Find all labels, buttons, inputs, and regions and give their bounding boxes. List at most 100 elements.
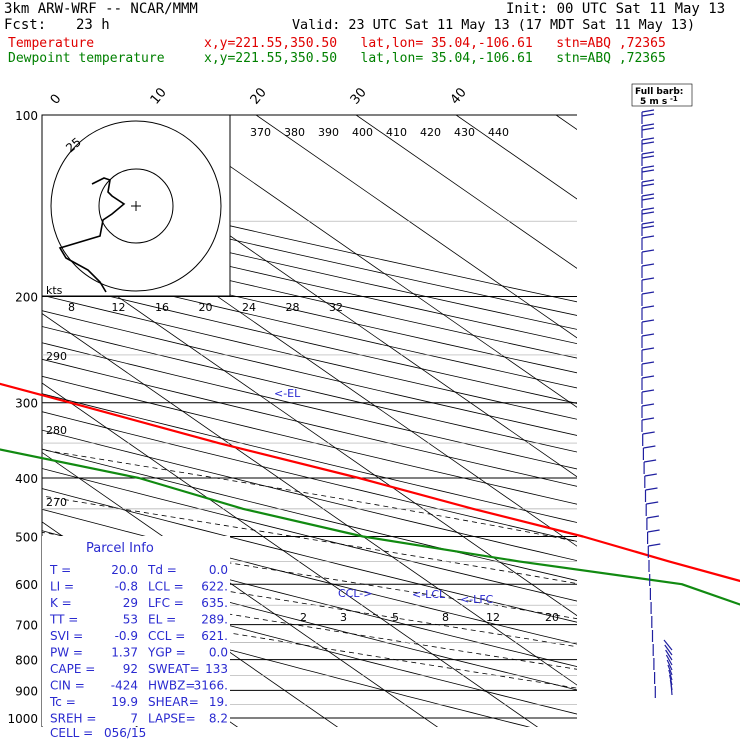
hodograph-units: kts — [46, 284, 63, 297]
axis-labels: 1002003004005006007008009001000-80-70-60… — [7, 85, 559, 726]
theta-label-low: 280 — [46, 424, 67, 437]
dry-adiabat — [42, 468, 577, 602]
parcel-value: 133 — [205, 662, 228, 676]
isotherm — [42, 313, 577, 686]
wind-barb-flag — [641, 221, 655, 225]
parcel-info-panel: Parcel Info T = 20.0 Td = 0.0 LI = -0.8 LCL = 6… — [42, 536, 230, 740]
lfc-marker: <-LFC — [460, 593, 494, 606]
wind-barb-flag — [642, 431, 655, 435]
barb-legend: Full barb: 5 m s -1 — [631, 83, 693, 107]
dewpoint-label: Dewpoint temperature — [8, 51, 165, 66]
hodograph-speed-tick: 24 — [242, 301, 256, 314]
wind-barb-flag — [643, 445, 656, 449]
theta-label: 440 — [488, 126, 509, 139]
wind-barb — [665, 654, 673, 666]
parcel-label: LCL = — [148, 580, 184, 594]
isotherm — [455, 115, 577, 200]
pressure-label-100: 100 — [15, 109, 38, 123]
isotherm-label: 10 — [148, 85, 170, 107]
isotherm — [0, 115, 43, 731]
wind-barb-flag — [641, 155, 655, 159]
mixing-ratio-label: 2 — [300, 611, 307, 624]
valid-time: Valid: 23 UTC Sat 11 May 13 (17 MDT Sat … — [292, 18, 696, 33]
parcel-value: 53 — [123, 613, 138, 627]
hodograph-speed-tick: 20 — [199, 301, 213, 314]
theta-label: 400 — [352, 126, 373, 139]
parcel-label: CAPE = — [50, 662, 95, 676]
wind-barb-flag — [641, 361, 655, 365]
dry-adiabat — [42, 358, 577, 487]
wind-barb-flag — [647, 529, 660, 533]
parcel-value: 29 — [123, 596, 138, 610]
wind-barb-flag — [641, 305, 655, 309]
hodograph-speed-tick: 16 — [155, 301, 169, 314]
parcel-label: Td = — [147, 563, 177, 577]
mixing-ratio-line — [582, 584, 740, 731]
pressure-label-500: 500 — [15, 530, 38, 544]
parcel-value: 0.0 — [209, 563, 228, 577]
wind-barb-flag — [645, 487, 658, 491]
lcl-marker: <-LCL — [412, 588, 446, 601]
wind-barb-flag — [641, 235, 655, 239]
dry-adiabat — [42, 279, 577, 404]
mixing-ratio-label: 8 — [442, 611, 449, 624]
parcel-label: LAPSE= — [148, 712, 196, 726]
dry-adiabat — [42, 326, 577, 453]
cell-value: 056/15 — [104, 726, 146, 740]
mixing-ratio-label: 12 — [486, 611, 500, 624]
wind-barb-flag — [641, 263, 655, 267]
isotherm-label: 0 — [48, 92, 65, 108]
wind-barb — [667, 664, 673, 676]
wind-barb-flag — [641, 417, 655, 421]
wind-barb-flag — [641, 137, 655, 141]
parcel-label: LFC = — [148, 596, 184, 610]
parcel-value: 20.0 — [111, 563, 138, 577]
parcel-label: T = — [49, 563, 71, 577]
parcel-label: HWBZ= — [148, 679, 195, 693]
pressure-label-300: 300 — [15, 397, 38, 411]
parcel-label: TT = — [49, 613, 78, 627]
wind-barb-flag — [641, 403, 655, 407]
mixing-ratio-line — [699, 584, 740, 731]
barb-legend-unit: 5 m s — [640, 97, 667, 107]
parcel-label: CIN = — [50, 679, 85, 693]
pressure-label-800: 800 — [15, 654, 38, 668]
el-marker: <-EL — [274, 387, 301, 400]
pressure-label-400: 400 — [15, 472, 38, 486]
parcel-label: PW = — [50, 646, 83, 660]
temperature-location: x,y=221.55,350.50 lat,lon= 35.04,-106.61… — [204, 36, 666, 51]
hodograph: 25 kts — [41, 114, 231, 297]
pressure-label-200: 200 — [15, 291, 38, 305]
parcel-value: 621. — [201, 629, 228, 643]
wind-barb-flag — [641, 347, 655, 351]
theta-label: 410 — [386, 126, 407, 139]
wind-barb-flag — [641, 319, 655, 323]
hodograph-speed-tick: 32 — [329, 301, 343, 314]
dry-adiabat — [42, 342, 577, 470]
wind-barb — [670, 684, 673, 696]
theta-label: 380 — [284, 126, 305, 139]
pressure-label-1000: 1000 — [7, 712, 38, 726]
init-time: Init: 00 UTC Sat 11 May 13 — [506, 1, 726, 17]
parcel-value: 19.9 — [111, 695, 138, 709]
wind-barb-flag — [641, 113, 655, 117]
hodograph-speed-tick: 12 — [112, 301, 126, 314]
dry-adiabat — [42, 575, 577, 715]
dewpoint-location: x,y=221.55,350.50 lat,lon= 35.04,-106.61… — [204, 51, 666, 66]
hodograph-speed-tick: 8 — [68, 301, 75, 314]
cell-label: CELL = — [50, 726, 93, 740]
parcel-label: YGP = — [147, 646, 186, 660]
wind-barb-flag — [648, 543, 661, 547]
ccl-marker: CCL-> — [338, 587, 372, 600]
parcel-label: K = — [50, 596, 72, 610]
isotherm — [255, 115, 577, 339]
parcel-label: SHEAR= — [148, 695, 199, 709]
mixing-ratio-line — [632, 584, 740, 731]
isotherm-label: 40 — [448, 85, 470, 107]
wind-barb-flag — [644, 459, 657, 463]
wind-barb-flag — [641, 123, 655, 127]
isotherm — [355, 115, 577, 269]
parcel-value: 19. — [209, 695, 228, 709]
parcel-value: 289. — [201, 613, 228, 627]
